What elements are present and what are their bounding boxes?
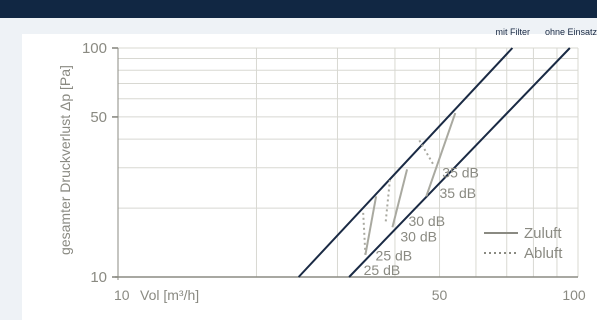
legend: Zuluft Abluft [484,225,563,262]
y-tick-label: 100 [82,40,107,57]
line-ohne-einsatz [348,47,571,278]
axes [112,47,578,280]
series-zuluft-segment [391,169,409,228]
label-mit-filter: mit Filter [496,27,531,37]
series-zuluft-segment [425,112,457,197]
x-tick-label: 100 [562,287,586,303]
y-tick-label: 10 [90,269,107,286]
db-annotation: 25 dB [376,248,413,264]
series-zuluft-segment [364,196,378,255]
header-bar [0,0,597,18]
db-annotation: 30 dB [400,228,437,244]
x-tick-label: 50 [432,287,448,303]
series-abluft-segment [384,179,391,222]
db-annotation: 25 dB [364,262,401,278]
series-abluft-segment [362,210,367,255]
filter-lines [297,47,571,278]
y-axis-label: gesamter Druckverlust Δp [Pa] [57,65,73,255]
x-tick-label: 10 [114,287,130,303]
label-ohne-einsatz: ohne Einsatz [545,27,597,37]
x-axis-label: Vol [m³/h] [140,287,199,303]
tick-labels: 10 50 100 10 50 100 Vol [m³/h] [82,40,586,303]
db-annotation: 35 dB [442,164,479,180]
legend-label-zuluft: Zuluft [524,225,562,242]
line-mit-filter [297,47,514,278]
series-lines [362,112,457,255]
legend-label-abluft: Abluft [524,245,563,262]
db-annotation: 35 dB [440,185,477,201]
line-labels: mit Filter ohne Einsatz [496,27,597,37]
y-tick-label: 50 [90,109,107,126]
db-annotation: 30 dB [408,213,445,229]
